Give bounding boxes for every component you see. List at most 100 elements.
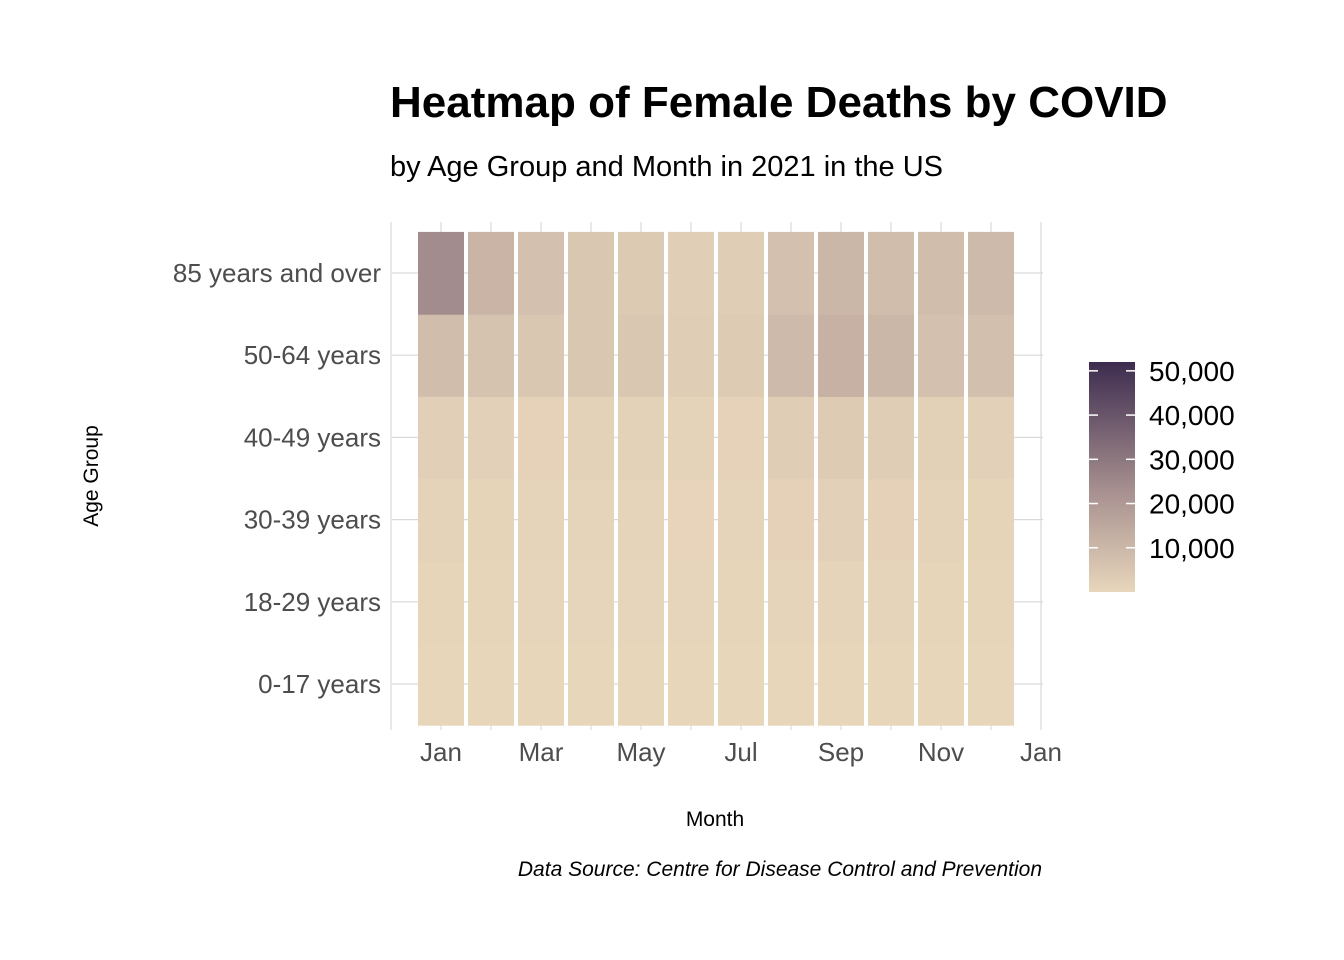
heatmap-tile	[868, 642, 914, 726]
heatmap-tile	[568, 478, 614, 562]
heatmap-tile	[718, 314, 764, 397]
heatmap-tile	[668, 396, 714, 480]
heatmap-tile	[718, 478, 764, 562]
x-tick-label: Jan	[1020, 737, 1062, 767]
heatmap-tile	[668, 560, 714, 644]
heatmap-tile	[718, 560, 764, 644]
heatmap-tile	[918, 314, 964, 397]
heatmap-tile	[418, 231, 464, 315]
heatmap-tile	[818, 642, 864, 726]
heatmap-tile	[668, 314, 714, 397]
heatmap-tile	[618, 231, 664, 315]
heatmap-tile	[568, 231, 614, 315]
heatmap-tile	[518, 396, 564, 480]
heatmap-tile	[518, 478, 564, 562]
y-tick-label: 18-29 years	[244, 587, 381, 617]
heatmap-tile	[868, 560, 914, 644]
heatmap-tile	[868, 314, 914, 397]
heatmap-tile	[818, 231, 864, 315]
heatmap-tile	[668, 478, 714, 562]
heatmap-tile	[968, 478, 1014, 562]
heatmap-tile	[568, 314, 614, 397]
x-tick-label: Mar	[519, 737, 564, 767]
heatmap-tile	[668, 642, 714, 726]
heatmap-tile	[768, 642, 814, 726]
heatmap-tile	[968, 231, 1014, 315]
data-source-caption: Data Source: Centre for Disease Control …	[518, 858, 1042, 881]
x-tick-label: Jul	[724, 737, 757, 767]
heatmap-tile	[468, 231, 514, 315]
x-axis-tick-labels: Jan Mar May Jul Sep Nov Jan	[420, 737, 1062, 767]
heatmap-tile	[768, 560, 814, 644]
legend-tick-label: 20,000	[1149, 489, 1235, 520]
heatmap-tile	[868, 478, 914, 562]
y-axis-title: Age Group	[80, 425, 103, 527]
y-axis-tick-labels: 0-17 years 18-29 years 30-39 years 40-49 ye…	[173, 258, 381, 699]
heatmap-tile	[768, 231, 814, 315]
heatmap-tile	[518, 642, 564, 726]
heatmap-tile	[518, 560, 564, 644]
y-tick-label: 0-17 years	[258, 669, 381, 699]
legend-tick-label: 50,000	[1149, 356, 1235, 387]
heatmap-tile	[618, 396, 664, 480]
x-axis-title: Month	[686, 808, 744, 831]
x-tick-label: Sep	[818, 737, 864, 767]
heatmap-tile	[768, 314, 814, 397]
heatmap-tile	[718, 396, 764, 480]
y-tick-label: 40-49 years	[244, 422, 381, 452]
heatmap-tile	[468, 396, 514, 480]
heatmap-tile	[968, 314, 1014, 397]
heatmap-tile	[418, 314, 464, 397]
heatmap-tile	[918, 478, 964, 562]
heatmap-tiles	[418, 231, 1014, 726]
heatmap-tile	[418, 396, 464, 480]
heatmap-tile	[418, 642, 464, 726]
heatmap-tile	[568, 560, 614, 644]
legend-tick-label: 10,000	[1149, 533, 1235, 564]
heatmap-tile	[468, 314, 514, 397]
heatmap-tile	[468, 478, 514, 562]
heatmap-tile	[418, 478, 464, 562]
heatmap-tile	[968, 560, 1014, 644]
legend-color-bar	[1089, 362, 1135, 592]
heatmap-tile	[918, 231, 964, 315]
heatmap-tile	[768, 396, 814, 480]
heatmap-tile	[818, 560, 864, 644]
color-legend: 10,000 20,000 30,000 40,000 50,000	[1089, 356, 1235, 592]
heatmap-tile	[868, 396, 914, 480]
legend-tick-label: 30,000	[1149, 444, 1235, 475]
legend-tick-label: 40,000	[1149, 400, 1235, 431]
legend-ticks: 10,000 20,000 30,000 40,000 50,000	[1089, 356, 1235, 564]
heatmap-tile	[518, 314, 564, 397]
heatmap-tile	[468, 642, 514, 726]
heatmap-tile	[918, 396, 964, 480]
heatmap-tile	[618, 478, 664, 562]
y-tick-label: 50-64 years	[244, 340, 381, 370]
heatmap-tile	[718, 231, 764, 315]
heatmap-tile	[668, 231, 714, 315]
y-tick-label: 85 years and over	[173, 258, 381, 288]
heatmap-tile	[618, 560, 664, 644]
heatmap-tile	[968, 642, 1014, 726]
heatmap-tile	[618, 314, 664, 397]
heatmap-tile	[568, 396, 614, 480]
heatmap-tile	[568, 642, 614, 726]
heatmap-tile	[968, 396, 1014, 480]
heatmap-tile	[868, 231, 914, 315]
heatmap-tile	[818, 314, 864, 397]
heatmap-tile	[918, 560, 964, 644]
heatmap-tile	[718, 642, 764, 726]
heatmap-tile	[918, 642, 964, 726]
chart-subtitle: by Age Group and Month in 2021 in the US	[390, 151, 943, 183]
heatmap-tile	[818, 396, 864, 480]
heatmap-tile	[518, 231, 564, 315]
heatmap-tile	[418, 560, 464, 644]
heatmap-tile	[468, 560, 514, 644]
x-tick-label: Nov	[918, 737, 964, 767]
chart-title: Heatmap of Female Deaths by COVID	[390, 78, 1168, 127]
heatmap-tile	[618, 642, 664, 726]
x-tick-label: Jan	[420, 737, 462, 767]
heatmap-tile	[768, 478, 814, 562]
x-tick-label: May	[616, 737, 665, 767]
